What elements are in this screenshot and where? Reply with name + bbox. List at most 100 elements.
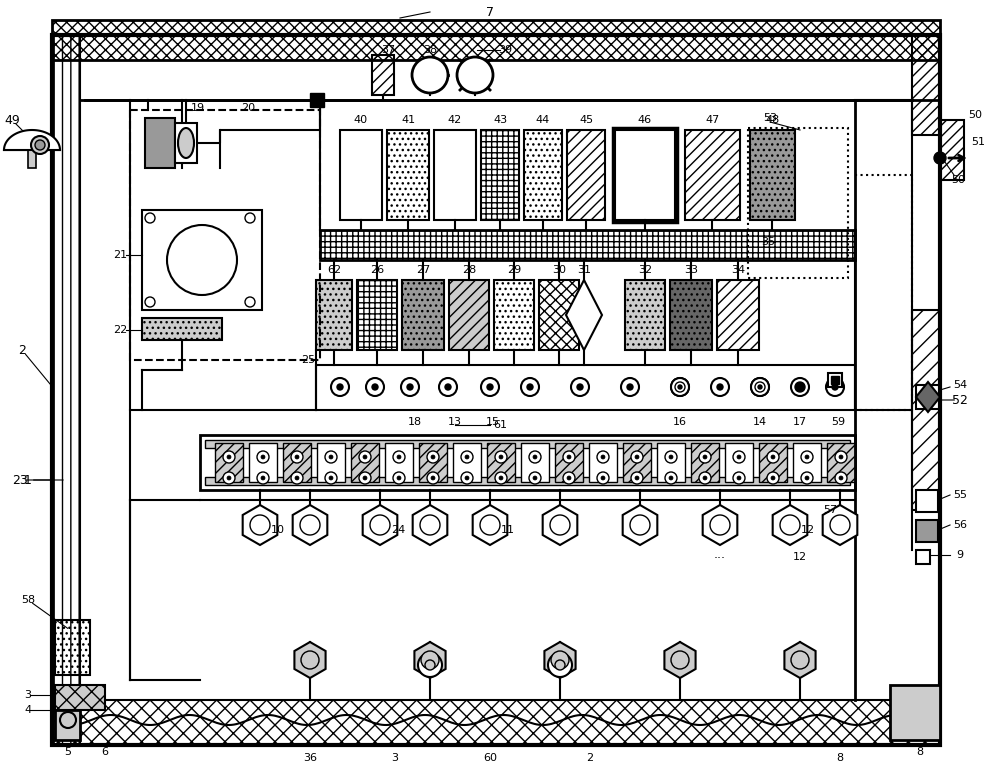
Bar bbox=[890, 685, 940, 740]
Circle shape bbox=[751, 378, 769, 396]
Ellipse shape bbox=[178, 128, 194, 158]
Polygon shape bbox=[294, 642, 326, 678]
Polygon shape bbox=[784, 642, 816, 678]
Text: 35: 35 bbox=[761, 237, 775, 247]
Circle shape bbox=[635, 476, 639, 480]
Bar bbox=[916, 385, 940, 409]
Circle shape bbox=[795, 382, 805, 392]
Text: 46: 46 bbox=[638, 115, 652, 125]
Text: 24: 24 bbox=[391, 525, 405, 535]
Circle shape bbox=[421, 651, 439, 669]
Circle shape bbox=[717, 384, 723, 390]
Circle shape bbox=[601, 455, 605, 459]
Text: 58: 58 bbox=[21, 595, 35, 605]
Text: 5: 5 bbox=[64, 747, 72, 757]
Bar bbox=[215, 443, 243, 482]
Circle shape bbox=[250, 515, 270, 535]
Text: 13: 13 bbox=[448, 417, 462, 427]
Circle shape bbox=[830, 515, 850, 535]
Bar bbox=[55, 685, 105, 710]
Circle shape bbox=[223, 451, 235, 463]
Bar bbox=[310, 93, 324, 107]
Bar bbox=[205, 477, 850, 485]
Bar bbox=[340, 130, 382, 220]
Circle shape bbox=[621, 378, 639, 396]
Circle shape bbox=[427, 472, 439, 484]
Text: 3: 3 bbox=[24, 690, 32, 700]
Circle shape bbox=[445, 384, 451, 390]
Circle shape bbox=[481, 378, 499, 396]
Circle shape bbox=[145, 213, 155, 223]
Text: 49: 49 bbox=[4, 113, 20, 127]
Circle shape bbox=[145, 297, 155, 307]
Text: 43: 43 bbox=[493, 115, 507, 125]
Circle shape bbox=[227, 455, 231, 459]
Circle shape bbox=[771, 455, 775, 459]
Circle shape bbox=[751, 378, 769, 396]
Bar bbox=[615, 130, 675, 220]
Bar bbox=[691, 443, 719, 482]
Circle shape bbox=[401, 378, 419, 396]
Circle shape bbox=[431, 476, 435, 480]
Text: 34: 34 bbox=[731, 265, 745, 275]
Text: 4: 4 bbox=[24, 705, 32, 715]
Text: 21: 21 bbox=[113, 250, 127, 260]
Bar bbox=[481, 130, 519, 220]
Circle shape bbox=[295, 455, 299, 459]
Text: 10: 10 bbox=[271, 525, 285, 535]
Bar bbox=[524, 130, 562, 220]
Bar bbox=[387, 130, 429, 220]
Bar bbox=[317, 443, 345, 482]
Text: 3: 3 bbox=[392, 753, 398, 763]
Circle shape bbox=[601, 476, 605, 480]
Circle shape bbox=[733, 472, 745, 484]
Text: 12: 12 bbox=[801, 525, 815, 535]
Circle shape bbox=[577, 384, 583, 390]
Text: 28: 28 bbox=[462, 265, 476, 275]
Text: 60: 60 bbox=[483, 753, 497, 763]
Circle shape bbox=[60, 712, 76, 728]
Circle shape bbox=[791, 378, 809, 396]
Circle shape bbox=[771, 476, 775, 480]
Circle shape bbox=[366, 378, 384, 396]
Text: 42: 42 bbox=[448, 115, 462, 125]
Text: 8: 8 bbox=[916, 747, 924, 757]
Polygon shape bbox=[473, 505, 507, 545]
Bar bbox=[52, 35, 80, 745]
Text: 30: 30 bbox=[552, 265, 566, 275]
Circle shape bbox=[571, 378, 589, 396]
Circle shape bbox=[675, 382, 685, 392]
Bar bbox=[623, 443, 651, 482]
Circle shape bbox=[461, 472, 473, 484]
Circle shape bbox=[665, 472, 677, 484]
Text: 56: 56 bbox=[953, 520, 967, 530]
Bar bbox=[205, 440, 850, 448]
Bar bbox=[916, 490, 938, 512]
Circle shape bbox=[480, 515, 500, 535]
Polygon shape bbox=[413, 505, 447, 545]
Text: 2: 2 bbox=[18, 343, 26, 357]
Circle shape bbox=[835, 472, 847, 484]
Circle shape bbox=[245, 297, 255, 307]
Circle shape bbox=[832, 384, 838, 390]
Circle shape bbox=[533, 455, 537, 459]
Circle shape bbox=[767, 451, 779, 463]
Text: 50: 50 bbox=[968, 110, 982, 120]
Text: 33: 33 bbox=[684, 265, 698, 275]
Circle shape bbox=[555, 660, 565, 670]
Circle shape bbox=[801, 472, 813, 484]
Circle shape bbox=[261, 476, 265, 480]
Bar bbox=[142, 318, 222, 340]
Bar bbox=[316, 365, 855, 410]
Circle shape bbox=[499, 455, 503, 459]
Text: 55: 55 bbox=[953, 490, 967, 500]
Circle shape bbox=[755, 382, 765, 392]
Bar bbox=[434, 130, 476, 220]
Text: 54: 54 bbox=[953, 380, 967, 390]
Bar bbox=[828, 373, 842, 387]
Text: 40: 40 bbox=[354, 115, 368, 125]
Circle shape bbox=[529, 472, 541, 484]
Bar bbox=[657, 443, 685, 482]
Circle shape bbox=[934, 152, 946, 164]
Polygon shape bbox=[823, 505, 857, 545]
